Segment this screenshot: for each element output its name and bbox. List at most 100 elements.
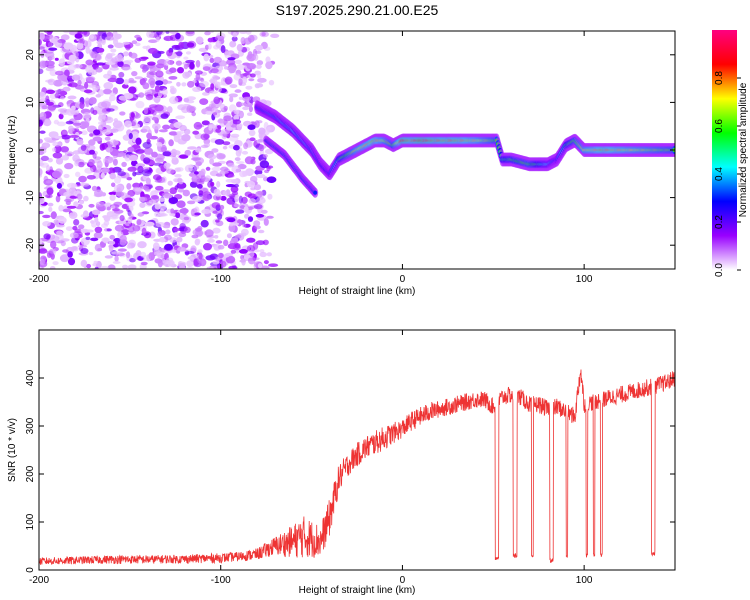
spectrogram-cell [200,168,206,176]
spectrogram-cell [206,266,214,269]
spectrogram-cell [88,139,96,146]
spectrogram-cell [214,35,225,41]
spectrogram-cell [186,260,194,268]
spectrogram-cell [117,53,123,61]
spectrogram-cell [210,181,215,187]
spectrogram-cell [214,265,222,269]
spectrogram-cell [167,180,173,186]
spectrogram-cell [92,109,98,115]
spectrogram-cell [195,238,201,244]
spectrogram-cell [128,132,133,140]
spectrogram-cell [204,31,211,36]
spectrogram-cell [147,47,158,54]
snr-xlabel: Height of straight line (km) [299,585,416,596]
spectrogram-cell [257,73,262,79]
spectrogram-cell [148,252,154,260]
spectrogram-cell [104,136,111,141]
spectrogram-cell [144,188,151,192]
spectrogram-cell [164,58,170,66]
spectrogram-cell [255,44,264,51]
spectrogram-cell [39,138,43,144]
spectrogram-cell [263,260,269,265]
spectrogram-cell [129,258,136,263]
spectrogram-cell [56,230,63,235]
spectrogram-cell [220,260,227,268]
spectrogram-cell [100,172,105,179]
spectrogram-cell [119,215,125,222]
spectrogram-cell [58,204,64,212]
spectrogram-cell [258,127,266,135]
spectrogram-heatmap [39,31,675,269]
spectrogram-cell [228,265,238,269]
spectrogram-cell [166,257,174,263]
spectrogram-ytick-label: -20 [25,238,36,253]
spectrogram-cell [77,244,88,248]
spectrogram-cell [169,31,179,34]
spectrogram-cell [95,62,106,66]
spectrogram-cell [230,179,238,184]
spectrogram-cell [261,189,267,196]
spectrogram-cell [53,79,63,87]
spectrogram-cell [236,161,245,165]
spectrogram-cell [137,165,144,174]
spectrogram-cell [238,78,243,86]
spectrogram-cell [121,161,127,167]
spectrogram-cell [249,137,256,142]
spectrogram-cell [177,177,183,183]
spectrogram-cell [230,185,239,193]
snr-ylabel: SNR (10 * v/v) [7,418,18,482]
spectrogram-cell [39,258,45,266]
spectrogram-cell [229,223,234,227]
spectrogram-cell [103,73,112,79]
spectrogram-cell [243,142,249,150]
spectrogram-cell [194,171,199,175]
spectrogram-cell [222,145,228,150]
spectrogram-cell [153,242,160,251]
spectrogram-cell [270,33,280,38]
spectrogram-cell [224,65,229,70]
spectrogram-cell [190,208,195,217]
spectrogram-cell [243,206,249,212]
spectrogram-cell [64,162,74,170]
spectrogram-cell [242,62,251,66]
spectrogram-cell [169,213,176,217]
spectrogram-cell [143,147,154,155]
spectrogram-cell [174,185,179,191]
spectrogram-cell [52,141,62,147]
spectrogram-cell [195,148,202,153]
spectrogram-cell [48,206,53,212]
spectrogram-cell [165,229,171,235]
spectrogram-cell [175,60,182,66]
colorbar-gradient [712,30,737,270]
spectrogram-cell [107,77,118,83]
spectrogram-cell [250,73,256,78]
spectrogram-cell [114,255,119,262]
spectrogram-ylabel: Frequency (Hz) [7,116,18,185]
spectrogram-cell [125,43,131,51]
spectrogram-cell [196,184,203,189]
snr-axes: -200 -100 0 100 0 100 200 300 400 [25,330,675,586]
spectrogram-ytick-label: 20 [25,49,36,61]
spectrogram-cell [195,60,201,68]
spectrogram-cell [230,237,239,243]
spectrogram-cell [178,231,187,238]
spectrogram-cell [52,261,59,266]
spectrogram-cell [88,203,95,208]
spectrogram-cell [197,249,203,254]
spectrogram-cell [228,104,237,113]
spectrogram-cell [65,120,74,125]
spectrogram-cell [39,112,47,120]
spectrogram-cell [220,129,231,135]
figure-title: S197.2025.290.21.00.E25 [276,2,439,18]
spectrogram-cell [191,111,196,117]
spectrogram-cell [112,208,120,212]
spectrogram-cell [149,104,158,108]
spectrogram-cell [155,70,164,78]
spectrogram-cell [192,130,200,135]
spectrogram-cell [53,237,59,243]
spectrogram-cell [228,66,236,74]
spectrogram-cell [78,224,85,230]
spectrogram-cell [46,165,51,172]
spectrogram-cell [76,138,84,146]
